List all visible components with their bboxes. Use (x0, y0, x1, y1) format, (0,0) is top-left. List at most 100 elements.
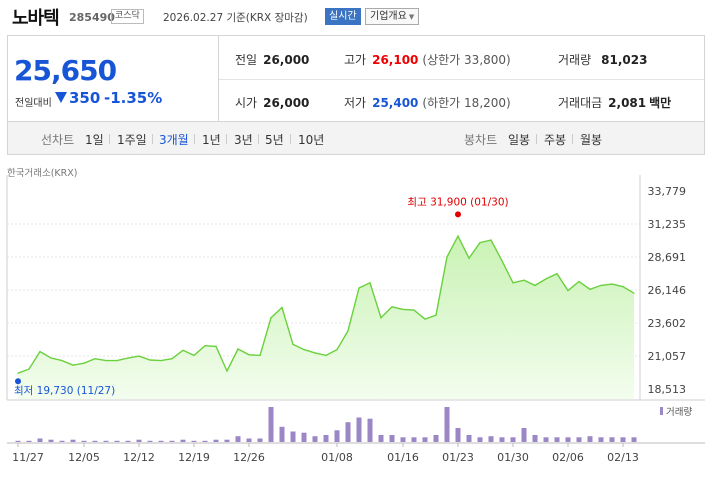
upper-limit-value: 33,800) (464, 53, 511, 67)
volume-bar (136, 439, 142, 442)
y-tick-label: 28,691 (648, 251, 687, 264)
price-point (171, 358, 173, 360)
period-3y[interactable]: 3년 (234, 133, 253, 147)
volume-bar (565, 437, 571, 442)
price-point (545, 278, 547, 280)
period-1w[interactable]: 1주일 (117, 133, 147, 147)
volume-bar (510, 437, 516, 442)
grid-lines (6, 175, 641, 400)
candle-weekly[interactable]: 주봉 (544, 133, 567, 147)
price-point (138, 355, 140, 357)
price-point (237, 348, 239, 350)
x-tick-label: 01/08 (321, 451, 353, 464)
price-point (28, 368, 30, 370)
volume-bar (521, 428, 527, 442)
separator (226, 134, 227, 144)
price-point (325, 354, 327, 356)
current-price-panel: 25,650 전일대비 350 -1.35% (8, 36, 219, 121)
price-point (479, 242, 481, 244)
y-tick-label: 31,235 (648, 218, 687, 231)
price-point (457, 235, 459, 237)
price-point (259, 354, 261, 356)
period-selector: 선차트 1일 1주일 3개월 1년 3년 5년 10년 봉차트 일봉 주봉 월봉 (7, 122, 705, 155)
volume-bar (48, 439, 54, 442)
price-point (94, 358, 96, 360)
price-point (292, 343, 294, 345)
separator (536, 134, 537, 144)
volume-bars (15, 407, 637, 442)
volume-stat: 거래량 81,023 (558, 51, 647, 68)
company-info-dropdown[interactable]: 기업개요 ▼ (365, 8, 420, 25)
volume-bar (422, 437, 428, 442)
volume-bar (37, 438, 43, 442)
x-tick-label: 02/13 (607, 451, 639, 464)
volume-bar (499, 437, 505, 442)
volume-bar (554, 437, 560, 442)
period-10y[interactable]: 10년 (298, 133, 325, 147)
volume-bar (620, 437, 626, 442)
volume-bar (301, 432, 307, 442)
volume-bar (411, 437, 417, 442)
price-point (281, 306, 283, 309)
volume-bar (532, 435, 538, 442)
separator (290, 134, 291, 144)
volume-bar (158, 440, 164, 442)
price-point (391, 306, 393, 308)
price-point (248, 354, 250, 356)
volume-bar (257, 438, 263, 442)
volume-bar (466, 435, 472, 442)
price-point (160, 360, 162, 362)
period-1d[interactable]: 1일 (85, 133, 104, 147)
x-tick-label: 11/27 (12, 451, 44, 464)
price-point (512, 282, 514, 284)
price-point (17, 372, 19, 374)
upper-limit-label: (상한가 (422, 53, 461, 67)
change-value: 350 (69, 89, 101, 107)
period-1y[interactable]: 1년 (202, 133, 221, 147)
min-label: 최저 19,730 (11/27) (14, 385, 115, 397)
high-value: 26,100 (372, 53, 419, 67)
volume-bar (576, 437, 582, 442)
price-point (314, 352, 316, 354)
open-value: 26,000 (263, 96, 310, 110)
volume-bar (598, 437, 604, 442)
price-point (83, 362, 85, 364)
price-point (534, 284, 536, 286)
volume-bar (543, 437, 549, 442)
low-value: 25,400 (372, 96, 419, 110)
volume-bar (444, 407, 450, 442)
price-chart[interactable]: 33,779 31,235 28,691 26,146 23,602 21,057 18,5… (0, 175, 705, 478)
volume-bar (191, 440, 197, 442)
price-point (347, 330, 349, 332)
realtime-button[interactable]: 실시간 (325, 8, 361, 25)
price-point (501, 260, 503, 262)
price-point (204, 345, 206, 347)
candle-monthly[interactable]: 월봉 (580, 133, 603, 147)
volume-bar (235, 436, 241, 442)
volume-bar (477, 437, 483, 442)
y-axis-labels: 33,779 31,235 28,691 26,146 23,602 21,057 18,5… (648, 185, 687, 396)
price-point (105, 360, 107, 362)
max-marker (455, 211, 461, 218)
price-point (270, 317, 272, 319)
price-point (215, 345, 217, 347)
price-point (446, 256, 448, 258)
price-point (589, 288, 591, 290)
amount-label: 거래대금 (558, 96, 603, 110)
price-point (182, 349, 184, 351)
price-point (490, 239, 492, 241)
exchange-label: 한국거래소(KRX) (7, 168, 78, 179)
price-point (567, 290, 569, 292)
candle-daily[interactable]: 일봉 (508, 133, 531, 147)
prev-close-value: 26,000 (263, 53, 310, 67)
period-3m[interactable]: 3개월 (159, 133, 189, 147)
volume-bar (345, 422, 351, 442)
down-arrow-icon (55, 92, 67, 103)
y-tick-label: 18,513 (648, 383, 687, 396)
line-chart-label: 선차트 (41, 133, 75, 147)
period-5y[interactable]: 5년 (265, 133, 284, 147)
price-point (72, 364, 74, 366)
open-price: 시가 26,000 (235, 94, 309, 111)
volume-bar (367, 418, 373, 442)
price-point (116, 360, 118, 362)
